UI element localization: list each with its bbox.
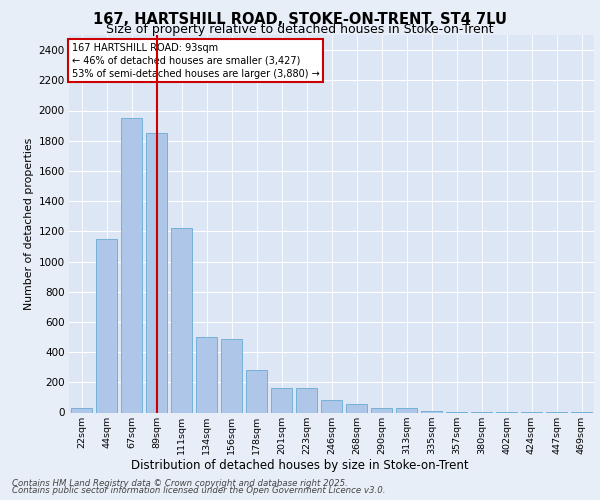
Bar [346, 404, 367, 412]
Bar [171, 228, 192, 412]
Bar [271, 388, 292, 412]
Bar [146, 133, 167, 412]
Text: 167 HARTSHILL ROAD: 93sqm
← 46% of detached houses are smaller (3,427)
53% of se: 167 HARTSHILL ROAD: 93sqm ← 46% of detac… [71, 42, 319, 79]
Text: Contains public sector information licensed under the Open Government Licence v3: Contains public sector information licen… [12, 486, 386, 495]
Bar [121, 118, 142, 412]
Bar [296, 388, 317, 412]
Text: Size of property relative to detached houses in Stoke-on-Trent: Size of property relative to detached ho… [106, 22, 494, 36]
Bar [71, 408, 92, 412]
Bar [196, 337, 217, 412]
Bar [221, 338, 242, 412]
Text: Distribution of detached houses by size in Stoke-on-Trent: Distribution of detached houses by size … [131, 460, 469, 472]
Y-axis label: Number of detached properties: Number of detached properties [25, 138, 34, 310]
Text: Contains HM Land Registry data © Crown copyright and database right 2025.: Contains HM Land Registry data © Crown c… [12, 478, 348, 488]
Bar [96, 239, 117, 412]
Text: 167, HARTSHILL ROAD, STOKE-ON-TRENT, ST4 7LU: 167, HARTSHILL ROAD, STOKE-ON-TRENT, ST4… [93, 12, 507, 26]
Bar [246, 370, 267, 412]
Bar [371, 408, 392, 412]
Bar [321, 400, 342, 412]
Bar [396, 408, 417, 412]
